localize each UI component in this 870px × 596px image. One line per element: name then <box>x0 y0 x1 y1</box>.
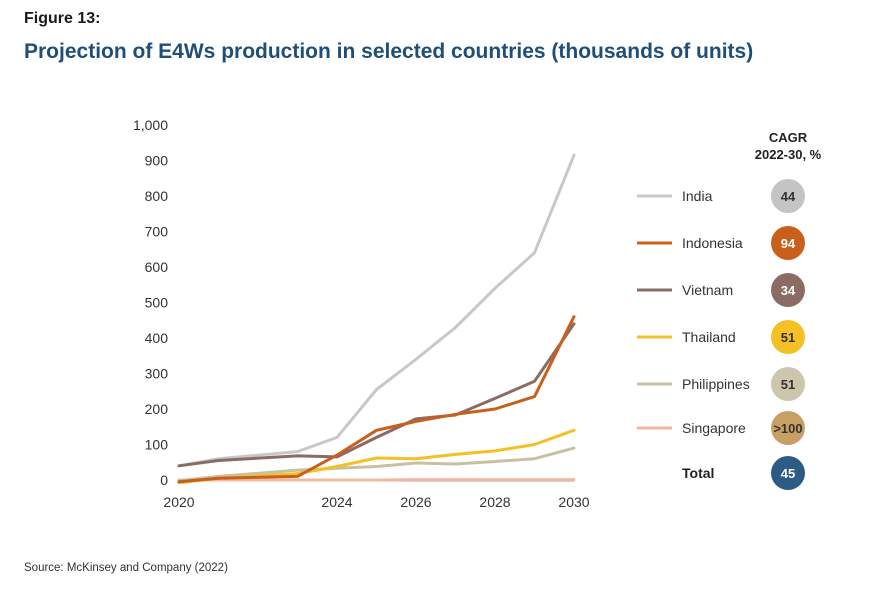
series-line-philippines <box>177 446 576 483</box>
figure-label: Figure 13: <box>24 10 101 27</box>
cagr-value: 34 <box>781 283 796 298</box>
y-axis: 0 100 200 300 400 500 600 700 800 900 1,000 <box>133 117 168 488</box>
source-note: Source: McKinsey and Company (2022) <box>24 562 228 574</box>
x-axis: 2020 2024 2026 2028 2030 <box>163 480 590 510</box>
chart-title: Projection of E4Ws production in selecte… <box>24 40 754 63</box>
legend-label: India <box>682 188 713 204</box>
cagr-value: 44 <box>781 189 796 204</box>
cagr-badge <box>771 367 805 401</box>
x-tick-label: 2024 <box>321 494 352 510</box>
x-tick-label: 2028 <box>479 494 510 510</box>
cagr-header-period: 2022-30, % <box>755 147 822 162</box>
cagr-badge <box>771 179 805 213</box>
cagr-badge <box>771 226 805 260</box>
x-tick-label: 2026 <box>400 494 431 510</box>
cagr-badge <box>771 411 805 445</box>
cagr-badge-total <box>771 456 805 490</box>
cagr-value-total: 45 <box>781 466 795 481</box>
cagr-value: 94 <box>781 236 796 251</box>
y-tick-label: 500 <box>145 295 169 311</box>
y-tick-label: 900 <box>145 153 169 169</box>
y-tick-label: 300 <box>145 366 169 382</box>
y-tick-label: 800 <box>145 188 169 204</box>
y-tick-label: 400 <box>145 330 169 346</box>
y-tick-label: 0 <box>160 472 168 488</box>
x-tick-label: 2020 <box>163 494 194 510</box>
cagr-badge <box>771 320 805 354</box>
series-line-indonesia <box>177 315 576 484</box>
legend-label: Singapore <box>682 420 746 436</box>
legend-label: Thailand <box>682 329 736 345</box>
legend-total-label: Total <box>682 465 714 481</box>
cagr-value: 51 <box>781 377 795 392</box>
y-tick-label: 1,000 <box>133 117 168 133</box>
legend: CAGR 2022-30, % India 44 Indonesia 94 Vietnam 3… <box>637 130 822 490</box>
series-lines <box>177 153 576 485</box>
cagr-value: 51 <box>781 330 795 345</box>
cagr-header: CAGR <box>769 130 808 145</box>
legend-label: Indonesia <box>682 235 743 251</box>
series-line-india <box>177 153 576 468</box>
y-tick-label: 600 <box>145 259 169 275</box>
y-tick-label: 700 <box>145 224 169 240</box>
x-tick-label: 2030 <box>558 494 589 510</box>
series-line-vietnam <box>177 322 576 468</box>
y-tick-label: 200 <box>145 401 169 417</box>
y-tick-label: 100 <box>145 437 169 453</box>
cagr-value: >100 <box>773 421 802 436</box>
legend-label: Philippines <box>682 376 750 392</box>
cagr-badge <box>771 273 805 307</box>
legend-label: Vietnam <box>682 282 733 298</box>
